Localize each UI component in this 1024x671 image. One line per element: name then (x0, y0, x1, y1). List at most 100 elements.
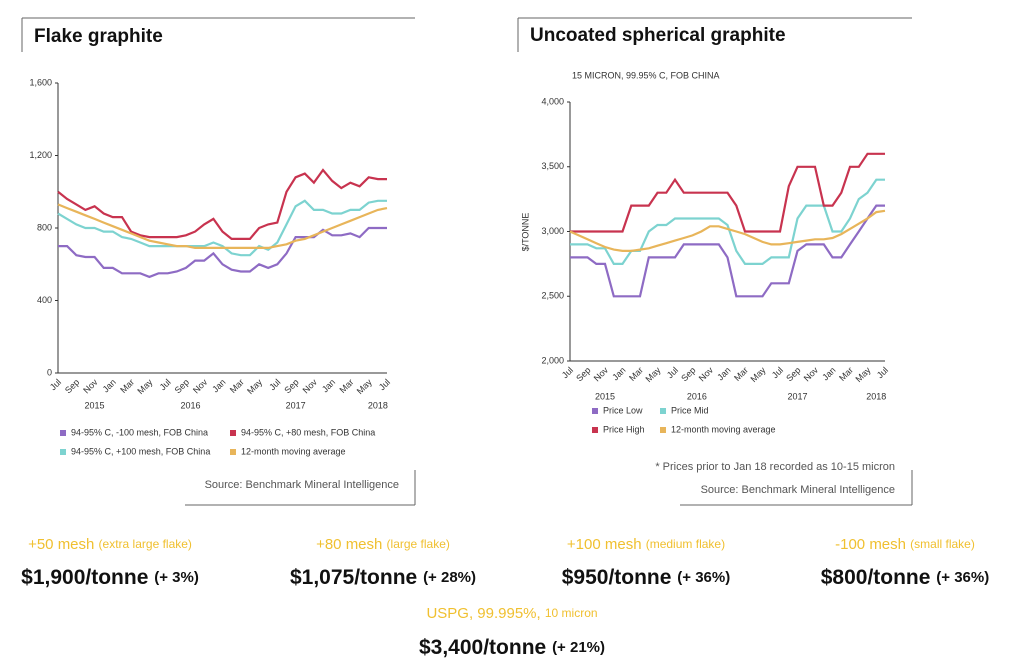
grade-text: -100 mesh (835, 536, 906, 553)
y-tick-label: 0 (47, 367, 52, 377)
year-label: 2018 (866, 391, 886, 401)
source: Source: Benchmark Mineral Intelligence (205, 479, 399, 491)
x-tick-label: Jan (610, 365, 627, 382)
price-value: $1,075/tonne (290, 566, 417, 589)
legend-swatch (230, 449, 236, 455)
x-tick-label: Mar (228, 377, 246, 395)
x-tick-label: Mar (627, 365, 645, 383)
x-tick-label: Sep (282, 377, 300, 395)
x-tick-label: Nov (697, 365, 716, 384)
legend-label: 12-month moving average (671, 424, 776, 434)
grade-note: 10 micron (545, 606, 598, 620)
frame (21, 17, 913, 506)
grade-text: +50 mesh (28, 536, 94, 553)
x-tick-label: Jul (48, 377, 63, 392)
price-change: (+ 28%) (423, 569, 476, 586)
x-tick-label: May (245, 377, 264, 396)
x-tick-label: Sep (679, 365, 697, 383)
x-tick-label: Sep (784, 365, 802, 383)
legend-swatch (592, 427, 598, 433)
legend-label: 12-month moving average (241, 446, 346, 456)
legend-label: Price Low (603, 405, 643, 415)
year-label: 2016 (687, 391, 707, 401)
legend-label: 94-95% C, +100 mesh, FOB China (71, 446, 210, 456)
grade: -100 mesh (small flake) (835, 536, 975, 553)
y-tick-label: 400 (37, 295, 52, 305)
legend-label: 94-95% C, -100 mesh, FOB China (71, 427, 208, 437)
legend-label: Price Mid (671, 405, 709, 415)
series-line (58, 226, 387, 279)
grade: USPG, 99.995%, 10 micron (426, 605, 597, 622)
year-label: 2015 (595, 391, 615, 401)
x-tick-label: Mar (732, 365, 750, 383)
x-tick-label: Jul (875, 365, 890, 380)
y-tick-label: 1,200 (29, 150, 52, 160)
x-tick-label: Jul (665, 365, 680, 380)
legend-swatch (60, 449, 66, 455)
price-value: $3,400/tonne (419, 636, 546, 659)
grade: +80 mesh (large flake) (316, 536, 450, 553)
grade-note: (large flake) (387, 537, 450, 551)
price-value: $1,900/tonne (21, 566, 148, 589)
grade-note: (medium flake) (646, 537, 725, 551)
y-tick-label: 2,000 (541, 355, 564, 365)
x-tick-label: Mar (338, 377, 356, 395)
x-tick-label: Jul (377, 377, 392, 392)
x-tick-label: Nov (191, 377, 210, 396)
x-tick-label: Jan (210, 377, 227, 394)
y-axis-label: $/TONNE (520, 213, 530, 252)
year-label: 2018 (368, 400, 388, 410)
legend-swatch (592, 408, 598, 414)
legend-swatch (660, 427, 666, 433)
source: Source: Benchmark Mineral Intelligence (701, 484, 895, 496)
x-tick-label: Jan (820, 365, 837, 382)
series-line (569, 209, 886, 252)
grade: +100 mesh (medium flake) (567, 536, 725, 553)
x-tick-label: May (748, 365, 767, 384)
year-label: 2015 (85, 400, 105, 410)
grade-note: (small flake) (910, 537, 975, 551)
chart-title: Uncoated spherical graphite (530, 25, 786, 46)
x-tick-label: Jan (101, 377, 118, 394)
y-tick-label: 3,500 (541, 161, 564, 171)
price: $1,900/tonne (+ 3%) (21, 566, 199, 589)
series-line (570, 204, 885, 298)
price-value: $800/tonne (821, 566, 931, 589)
x-tick-label: Sep (63, 377, 81, 395)
y-tick-label: 800 (37, 222, 52, 232)
chart-title: Flake graphite (34, 26, 163, 47)
legend-swatch (60, 430, 66, 436)
legend-swatch (230, 430, 236, 436)
year-label: 2016 (180, 400, 200, 410)
price-change: (+ 36%) (936, 569, 989, 586)
price: $1,075/tonne (+ 28%) (290, 566, 476, 589)
price: $800/tonne (+ 36%) (821, 566, 990, 589)
legend-swatch (660, 408, 666, 414)
grade-note: (extra large flake) (99, 537, 192, 551)
price-change: (+ 3%) (154, 569, 199, 586)
y-tick-label: 2,500 (541, 291, 564, 301)
y-tick-label: 4,000 (541, 96, 564, 106)
year-label: 2017 (787, 391, 807, 401)
x-tick-label: May (853, 365, 872, 384)
x-tick-label: Jan (715, 365, 732, 382)
legend-label: Price High (603, 424, 645, 434)
x-tick-label: May (643, 365, 662, 384)
x-tick-label: Jul (267, 377, 282, 392)
price: $950/tonne (+ 36%) (562, 566, 731, 589)
x-tick-label: Jul (560, 365, 575, 380)
y-tick-label: 1,600 (29, 77, 52, 87)
series-line (57, 203, 388, 249)
price: $3,400/tonne (+ 21%) (419, 636, 605, 659)
x-tick-label: Nov (802, 365, 821, 384)
note: * Prices prior to Jan 18 recorded as 10-… (655, 461, 895, 473)
legend-label: 94-95% C, +80 mesh, FOB China (241, 427, 375, 437)
grade-text: +80 mesh (316, 536, 382, 553)
x-tick-label: Jul (770, 365, 785, 380)
series-line (570, 152, 885, 233)
x-tick-label: Jan (320, 377, 337, 394)
x-tick-label: Mar (118, 377, 136, 395)
series-line (57, 168, 387, 240)
